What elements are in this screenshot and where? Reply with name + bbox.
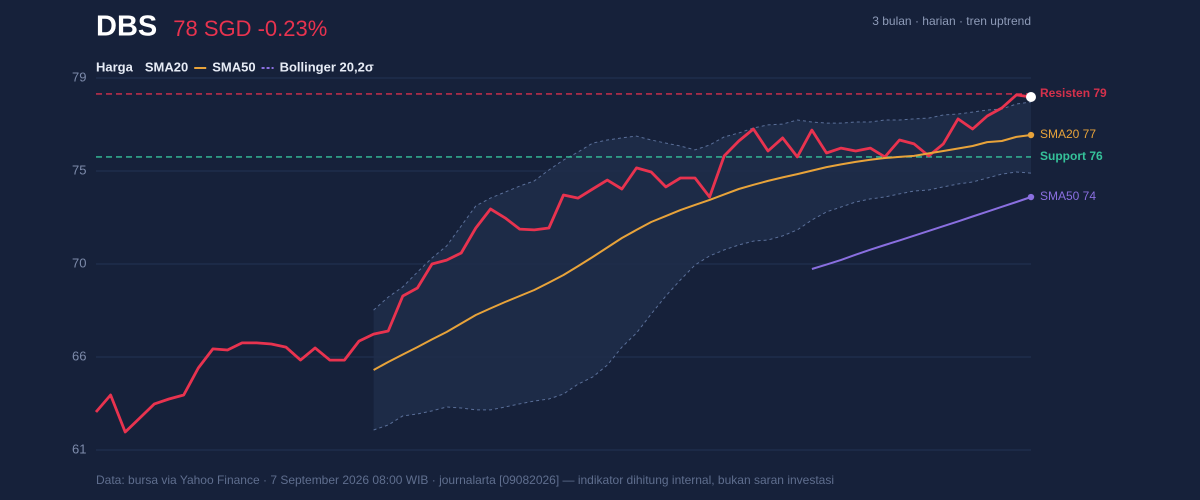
band-lower xyxy=(373,171,1032,431)
legend-label: SMA50 xyxy=(212,59,255,74)
y-tick-label: 75 xyxy=(72,162,86,177)
band-upper xyxy=(373,101,1032,311)
end-label: SMA20 77 xyxy=(1040,127,1096,141)
reference-label: Support 76 xyxy=(1040,149,1103,163)
chart-note: 3 bulan · harian · tren uptrend xyxy=(872,14,1031,28)
y-tick-label: 79 xyxy=(72,69,86,84)
end-point xyxy=(1026,92,1036,103)
series-line xyxy=(373,134,1032,371)
chart-subtitle: 78 SGD -0.23% xyxy=(173,16,327,41)
end-point xyxy=(1027,131,1035,139)
y-tick-label: 61 xyxy=(72,441,86,456)
legend-label: SMA20 xyxy=(145,59,188,74)
chart-title: DBS xyxy=(96,11,157,43)
source-note: Data: bursa via Yahoo Finance · 7 Septem… xyxy=(96,473,834,487)
series-line xyxy=(94,93,1032,434)
legend-label: Harga xyxy=(96,59,134,74)
series-line xyxy=(811,196,1032,270)
y-tick-label: 70 xyxy=(72,255,86,270)
end-point xyxy=(1027,193,1035,201)
y-tick-label: 66 xyxy=(72,348,86,363)
band-fill xyxy=(373,102,1032,430)
reference-label: Resisten 79 xyxy=(1040,86,1107,100)
legend-label: Bollinger 20,2σ xyxy=(280,59,374,74)
end-label: SMA50 74 xyxy=(1040,189,1096,203)
